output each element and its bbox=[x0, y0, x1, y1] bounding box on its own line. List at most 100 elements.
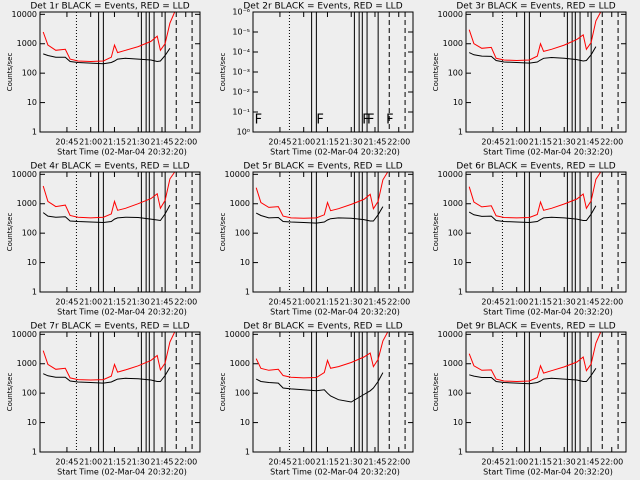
x-tick-label: 22:00 bbox=[600, 458, 623, 467]
x-tick-label: 21:45 bbox=[363, 138, 386, 147]
x-tick-label: 21:15 bbox=[529, 298, 552, 307]
x-axis-label: Start Time (02-Mar-04 20:32:20) bbox=[483, 148, 613, 157]
plot-frame bbox=[252, 171, 414, 293]
x-tick-label: 21:30 bbox=[340, 458, 363, 467]
series-line bbox=[255, 171, 389, 219]
x-tick-label: 21:45 bbox=[150, 298, 173, 307]
panel-title: Det 3r BLACK = Events, RED = LLD bbox=[456, 2, 615, 12]
x-tick-label: 22:00 bbox=[387, 458, 410, 467]
annotation: F bbox=[255, 113, 262, 128]
y-tick-label: 1000 bbox=[230, 359, 250, 368]
y-tick-label: 100 bbox=[448, 69, 463, 78]
x-tick-label: 20:45 bbox=[481, 298, 504, 307]
x-tick-label: 21:00 bbox=[79, 458, 102, 467]
x-tick-label: 21:30 bbox=[127, 298, 150, 307]
y-axis-label: Counts/sec bbox=[432, 213, 440, 252]
x-tick-label: 20:45 bbox=[481, 138, 504, 147]
series-line bbox=[255, 206, 384, 224]
y-axis-label: Counts/sec bbox=[219, 213, 227, 252]
x-axis-label: Start Time (02-Mar-04 20:32:20) bbox=[57, 148, 187, 157]
x-tick-label: 21:15 bbox=[316, 458, 339, 467]
y-tick-label: 10 bbox=[27, 98, 37, 107]
x-tick-label: 21:45 bbox=[363, 298, 386, 307]
x-tick-label: 21:15 bbox=[529, 138, 552, 147]
y-axis-label: Counts/sec bbox=[6, 213, 14, 252]
y-tick-label: 1000 bbox=[17, 39, 37, 48]
y-tick-label: 1000 bbox=[443, 359, 463, 368]
y-tick-label: 10000 bbox=[438, 330, 463, 339]
series-line bbox=[468, 171, 602, 219]
x-tick-label: 21:30 bbox=[553, 298, 576, 307]
y-axis-label: Counts/sec bbox=[432, 373, 440, 412]
y-tick-label: 10 bbox=[27, 418, 37, 427]
y-tick-label: 10 bbox=[27, 258, 37, 267]
y-axis-label: Counts/sec bbox=[219, 53, 227, 92]
y-tick-label: 1 bbox=[458, 448, 463, 457]
x-axis-label: Start Time (02-Mar-04 20:32:20) bbox=[270, 148, 400, 157]
panel: Det 2r BLACK = Events, RED = LLD Counts/s… bbox=[219, 2, 414, 157]
y-tick-label: 10⁻¹ bbox=[232, 108, 250, 117]
x-tick-label: 21:00 bbox=[292, 458, 315, 467]
y-tick-label: 1000 bbox=[230, 199, 250, 208]
y-tick-label: 10 bbox=[453, 258, 463, 267]
series-line bbox=[42, 11, 176, 63]
x-tick-label: 21:15 bbox=[103, 298, 126, 307]
x-tick-label: 21:00 bbox=[505, 298, 528, 307]
x-tick-label: 20:45 bbox=[55, 298, 78, 307]
x-tick-label: 22:00 bbox=[600, 298, 623, 307]
y-tick-label: 10000 bbox=[438, 10, 463, 19]
plot-frame bbox=[252, 331, 414, 453]
y-axis-label: Counts/sec bbox=[6, 53, 14, 92]
plot-frame bbox=[465, 11, 627, 133]
series-line bbox=[42, 171, 176, 219]
x-axis-label: Start Time (02-Mar-04 20:32:20) bbox=[270, 308, 400, 317]
y-tick-label: 100 bbox=[22, 389, 37, 398]
plot-frame bbox=[465, 171, 627, 293]
series-line bbox=[468, 46, 597, 64]
x-tick-label: 21:30 bbox=[127, 458, 150, 467]
plot-frame bbox=[39, 11, 201, 133]
y-tick-label: 10000 bbox=[12, 170, 37, 179]
x-tick-label: 21:00 bbox=[292, 298, 315, 307]
series-line bbox=[469, 368, 597, 385]
x-tick-label: 21:45 bbox=[576, 138, 599, 147]
y-tick-label: 100 bbox=[235, 389, 250, 398]
x-tick-label: 21:15 bbox=[103, 458, 126, 467]
panel-title: Det 9r BLACK = Events, RED = LLD bbox=[456, 322, 615, 332]
plot-frame bbox=[465, 331, 627, 453]
y-tick-label: 10⁻⁴ bbox=[232, 48, 250, 57]
panel: Det 5r BLACK = Events, RED = LLD Counts/s… bbox=[219, 162, 414, 317]
series-line bbox=[468, 331, 602, 383]
x-tick-label: 22:00 bbox=[600, 138, 623, 147]
x-tick-label: 21:15 bbox=[316, 298, 339, 307]
y-tick-label: 100 bbox=[448, 389, 463, 398]
x-axis-label: Start Time (02-Mar-04 20:32:20) bbox=[57, 468, 187, 477]
x-tick-label: 21:00 bbox=[79, 298, 102, 307]
x-tick-label: 21:00 bbox=[79, 138, 102, 147]
x-tick-label: 21:15 bbox=[316, 138, 339, 147]
y-tick-label: 100 bbox=[22, 69, 37, 78]
x-tick-label: 20:45 bbox=[55, 138, 78, 147]
y-tick-label: 10 bbox=[453, 418, 463, 427]
x-tick-label: 21:45 bbox=[363, 458, 386, 467]
panel: Det 9r BLACK = Events, RED = LLD Counts/s… bbox=[432, 322, 627, 477]
y-tick-label: 10000 bbox=[225, 170, 250, 179]
y-tick-label: 10000 bbox=[12, 330, 37, 339]
x-tick-label: 22:00 bbox=[174, 138, 197, 147]
y-axis-label: Counts/sec bbox=[6, 373, 14, 412]
y-tick-label: 1 bbox=[458, 288, 463, 297]
x-tick-label: 21:45 bbox=[576, 298, 599, 307]
y-axis-label: Counts/sec bbox=[219, 373, 227, 412]
y-tick-label: 10 bbox=[453, 98, 463, 107]
y-tick-label: 100 bbox=[448, 229, 463, 238]
y-tick-label: 1 bbox=[32, 128, 37, 137]
x-tick-label: 20:45 bbox=[268, 298, 291, 307]
y-tick-label: 1 bbox=[245, 448, 250, 457]
y-tick-label: 10⁻⁶ bbox=[232, 8, 250, 17]
panel-title: Det 5r BLACK = Events, RED = LLD bbox=[243, 162, 402, 172]
x-tick-label: 21:15 bbox=[103, 138, 126, 147]
y-tick-label: 10⁰ bbox=[237, 128, 250, 137]
x-tick-label: 20:45 bbox=[55, 458, 78, 467]
plot-frame bbox=[39, 331, 201, 453]
series-line bbox=[42, 367, 171, 384]
